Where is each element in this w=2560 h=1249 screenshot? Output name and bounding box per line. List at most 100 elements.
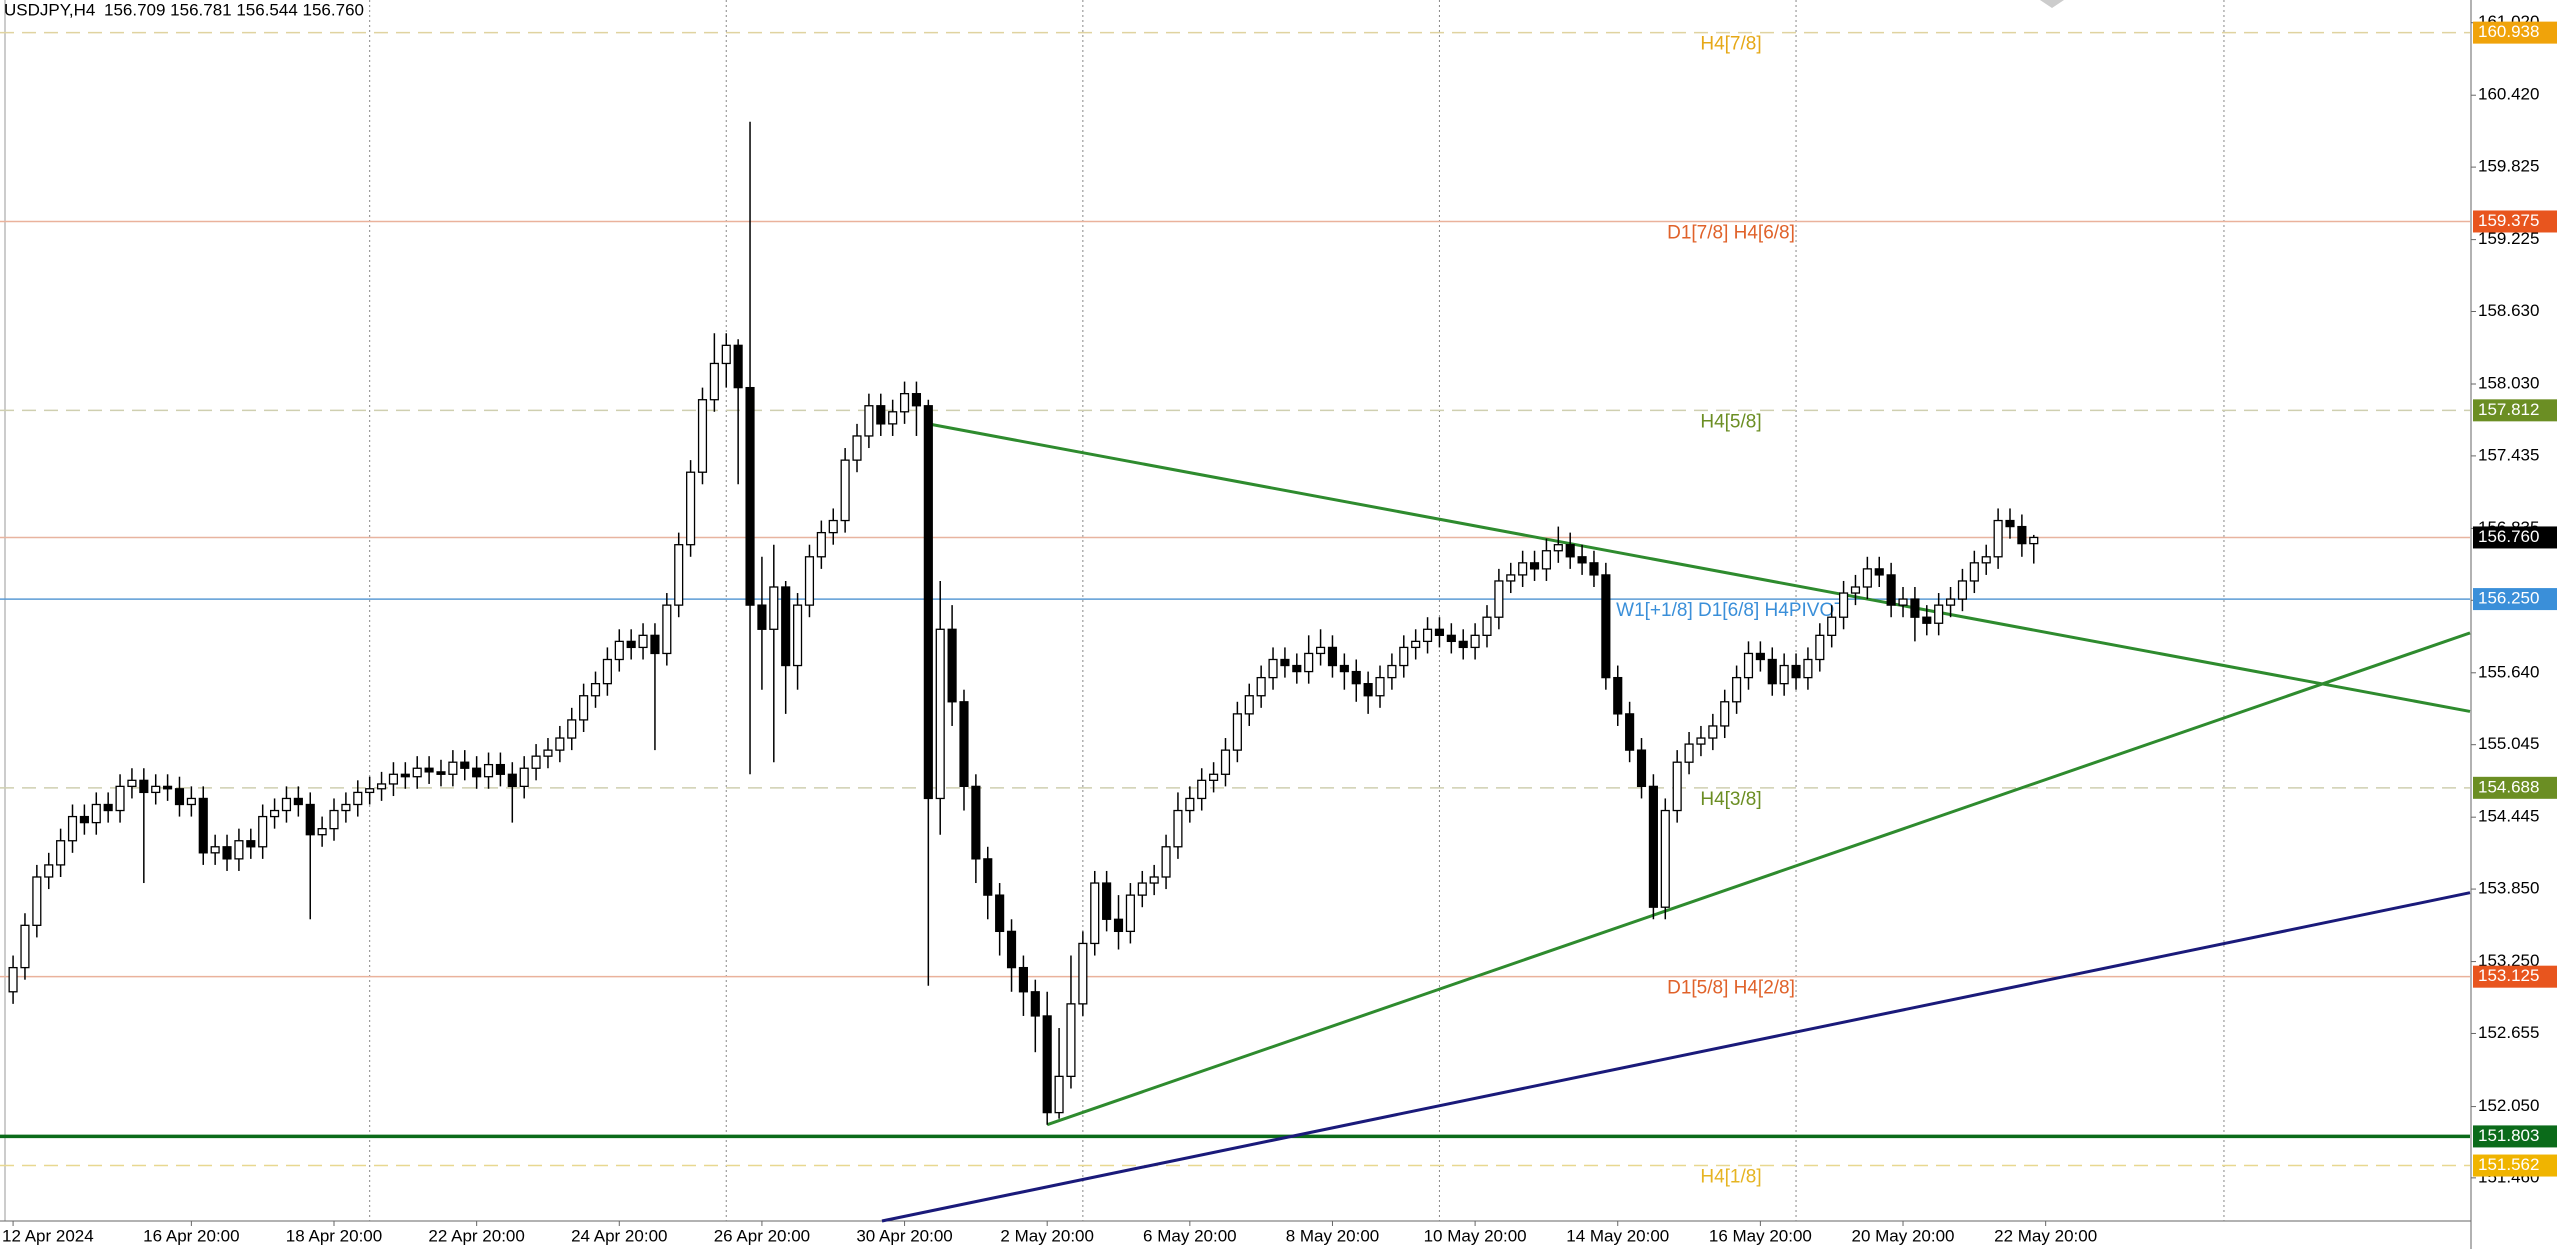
candle-body [1125, 894, 1135, 933]
level-box [2473, 588, 2557, 611]
candle-body [959, 701, 969, 788]
candle-body [923, 405, 933, 800]
candle-body [1399, 646, 1409, 667]
ohlc-text: 156.709 156.781 156.544 156.760 [104, 0, 364, 19]
level-label: D1[7/8] H4[6/8] [1667, 222, 1795, 243]
candle-body [911, 393, 922, 407]
candle-body [1209, 773, 1219, 781]
y-tick-label: 157.435 [2478, 445, 2539, 464]
candle-body [91, 803, 101, 824]
candle-body [1660, 809, 1670, 908]
level-box [2473, 1125, 2557, 1148]
candle-body [555, 737, 565, 751]
candle-body [1232, 713, 1242, 751]
candle-body [1244, 695, 1254, 715]
candle-body [198, 797, 208, 854]
level-value: 153.125 [2478, 966, 2539, 985]
level-label: H4[7/8] [1700, 34, 1761, 55]
candle-body [412, 767, 422, 778]
level-box [2473, 965, 2557, 988]
candle-body [876, 405, 886, 425]
candle-body [626, 640, 636, 649]
level-box [2473, 21, 2557, 44]
candle-body [448, 761, 458, 775]
candle-body [1113, 918, 1124, 933]
trend-line [1046, 631, 2471, 1127]
trend-line [928, 422, 2471, 713]
level-value: 154.688 [2478, 777, 2539, 796]
candle-body [1066, 1003, 1076, 1078]
candle-body [1363, 683, 1373, 697]
x-tick-label: 26 Apr 20:00 [714, 1226, 810, 1245]
candle-body [103, 803, 113, 812]
candle-body [1506, 574, 1516, 582]
candle-body [1850, 586, 1861, 594]
candle-body [1006, 930, 1017, 969]
candle-body [1684, 743, 1694, 763]
candle-body [1078, 942, 1088, 1005]
x-tick-label: 18 Apr 20:00 [286, 1226, 382, 1245]
candle-body [1969, 562, 1979, 582]
x-tick-label: 22 Apr 20:00 [428, 1226, 524, 1245]
candle-body [1054, 1075, 1064, 1114]
level-value: 156.250 [2478, 589, 2539, 608]
candle-body [1743, 652, 1754, 679]
candle-body [115, 785, 125, 812]
candle-body [1137, 882, 1147, 896]
level-label: H4[5/8] [1700, 411, 1761, 432]
candle-body [1601, 574, 1611, 679]
candle-body [472, 767, 482, 778]
candle-body [935, 628, 945, 800]
candle-body [1672, 761, 1682, 812]
level-value: 156.760 [2478, 527, 2539, 546]
candle-body [733, 344, 743, 389]
candle-body [828, 519, 838, 534]
candle-body [1648, 785, 1658, 908]
candle-body [341, 803, 351, 812]
candle-body [543, 749, 553, 757]
candle-body [602, 658, 612, 685]
candle-body [1791, 664, 1801, 679]
candle-body [1577, 556, 1587, 564]
candle-body [1993, 519, 2003, 558]
candle-body [1553, 544, 1563, 552]
candle-body [317, 828, 327, 836]
y-tick-label: 159.225 [2478, 229, 2539, 248]
candle-body [1339, 664, 1349, 673]
candle-body [460, 761, 470, 769]
candle-body [1815, 634, 1825, 661]
candle-body [745, 386, 755, 606]
candle-body [1161, 846, 1171, 878]
candle-body [388, 773, 399, 785]
level-box [2473, 526, 2557, 549]
level-box [2473, 1154, 2557, 1177]
candle-body [840, 459, 850, 522]
candle-body [424, 767, 434, 773]
candle-body [1102, 882, 1112, 920]
candle-body [662, 604, 672, 655]
candle-body [139, 779, 149, 794]
candle-body [329, 809, 339, 830]
level-box [2473, 210, 2557, 233]
candle-body [638, 634, 648, 649]
y-tick-label: 160.420 [2478, 85, 2539, 104]
candle-body [8, 966, 18, 993]
candle-body [1613, 676, 1623, 715]
candle-body [1494, 580, 1504, 618]
candle-body [365, 788, 375, 794]
candle-body [1030, 991, 1040, 1017]
candle-body [1945, 598, 1956, 606]
candle-body [1708, 725, 1718, 739]
candle-body [1934, 604, 1944, 624]
candle-body [947, 628, 957, 703]
level-value: 157.812 [2478, 400, 2539, 419]
candle-body [709, 362, 719, 401]
candle-body [1316, 646, 1326, 655]
level-value: 159.375 [2478, 211, 2539, 230]
candle-body [1589, 562, 1599, 576]
candle-body [79, 815, 89, 824]
trend-line [881, 891, 2471, 1223]
candle-body [483, 763, 494, 778]
candle-body [864, 405, 874, 437]
